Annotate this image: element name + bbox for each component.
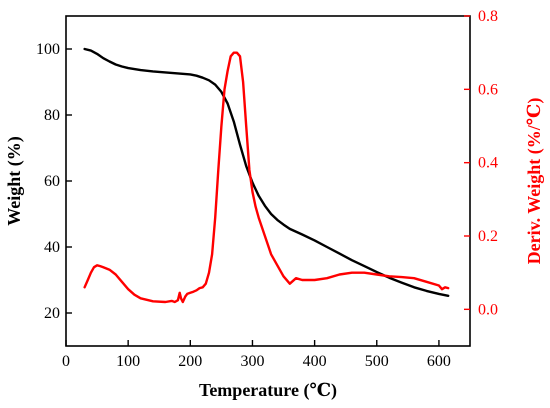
x-tick-label: 300 [240,353,264,370]
x-tick-label: 100 [116,353,140,370]
right-y-tick-label: 0.2 [478,228,498,245]
x-axis-title: Temperature (℃) [199,380,337,401]
left-y-axis-title: Weight (%) [4,136,25,226]
x-tick-label: 200 [178,353,202,370]
right-y-tick-label: 0.4 [478,155,498,172]
series-layer [83,47,450,304]
left-y-tick-label: 60 [44,173,60,190]
plot-frame [65,15,471,347]
derivative-weight-line [83,51,450,304]
x-tick-label: 400 [303,353,327,370]
right-y-tick-label: 0.8 [478,8,498,25]
right-y-tick-label: 0.6 [478,81,498,98]
left-y-tick-label: 20 [44,305,60,322]
right-y-tick-label: 0.0 [478,301,498,318]
x-tick-label: 500 [365,353,389,370]
x-tick-label: 0 [62,353,70,370]
right-y-axis-ticks: 0.0 0.2 0.4 0.6 0.8 [464,8,498,318]
left-y-tick-label: 40 [44,239,60,256]
weight-line [83,47,450,297]
left-y-axis-ticks: 20 40 60 80 100 [36,41,72,322]
x-axis-ticks: 0 100 200 300 400 500 600 [62,340,451,370]
right-y-axis-title: Deriv. Weight (%/℃) [524,98,545,265]
left-y-tick-label: 80 [44,107,60,124]
x-tick-label: 600 [427,353,451,370]
left-y-tick-label: 100 [36,41,60,58]
